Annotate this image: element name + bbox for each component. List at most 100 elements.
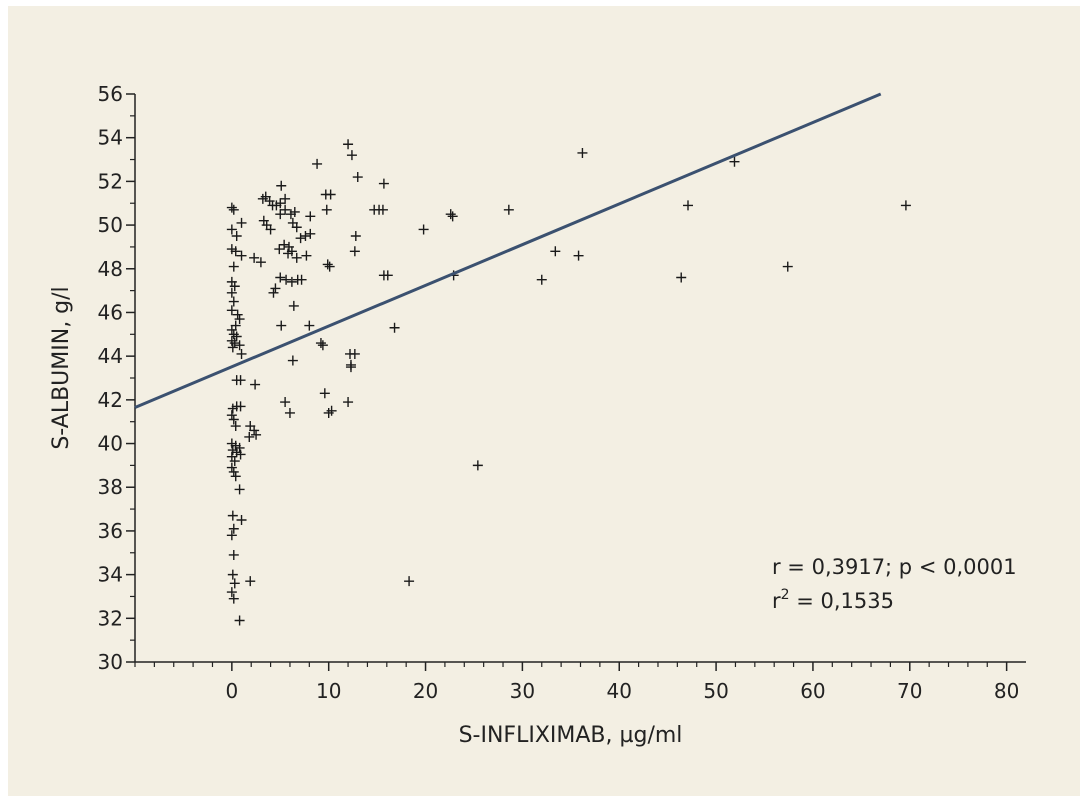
data-point <box>228 414 239 425</box>
data-point <box>234 484 245 495</box>
x-tick-label: 20 <box>413 679 438 703</box>
data-point <box>234 615 245 626</box>
y-tick-label: 56 <box>98 82 123 106</box>
x-tick-label: 40 <box>607 679 632 703</box>
data-point <box>265 224 276 235</box>
data-point <box>279 239 290 250</box>
data-point <box>229 456 240 467</box>
data-point <box>315 338 326 349</box>
correlation-annotation: r = 0,3917; p < 0,0001 <box>772 555 1017 579</box>
data-point <box>235 401 246 412</box>
x-tick-label: 60 <box>800 679 825 703</box>
r-squared-prefix: r <box>772 589 781 613</box>
data-point <box>228 549 239 560</box>
data-point <box>236 348 247 359</box>
data-point <box>251 429 262 440</box>
y-tick-label: 50 <box>98 213 123 237</box>
data-point <box>230 421 241 432</box>
data-point <box>226 462 237 473</box>
data-point <box>226 224 237 235</box>
data-point <box>900 200 911 211</box>
data-point <box>228 296 239 307</box>
x-tick-label: 50 <box>703 679 728 703</box>
x-tick-label: 0 <box>225 679 238 703</box>
data-point <box>270 283 281 294</box>
data-point <box>345 359 356 370</box>
data-point <box>447 211 458 222</box>
data-point <box>280 193 291 204</box>
data-point <box>236 515 247 525</box>
data-point <box>325 189 336 200</box>
y-tick-label: 32 <box>98 606 123 630</box>
data-point <box>291 222 302 233</box>
y-tick-label: 48 <box>98 257 123 281</box>
data-point <box>287 355 298 366</box>
data-point <box>236 250 247 261</box>
data-point <box>229 281 240 292</box>
y-tick-label: 44 <box>98 344 123 368</box>
data-point <box>227 342 238 353</box>
r-squared-annotation: r2 = 0,1535 <box>772 587 894 613</box>
data-point <box>472 460 483 471</box>
data-point <box>236 217 247 228</box>
data-point <box>291 252 302 263</box>
data-point <box>729 156 740 167</box>
data-point <box>349 348 360 359</box>
data-point <box>234 314 245 325</box>
data-point <box>289 206 300 217</box>
data-point <box>276 180 287 191</box>
data-point <box>324 261 335 272</box>
data-point <box>676 272 687 283</box>
data-point <box>304 320 315 331</box>
data-point <box>229 338 240 349</box>
chart-panel: 30 32 34 36 38 40 42 44 46 48 50 52 54 56 0 10 20 30 40 50 6… <box>8 6 1080 796</box>
data-point <box>280 397 291 408</box>
data-point <box>322 259 333 270</box>
y-tick-label: 38 <box>98 475 123 499</box>
data-point <box>231 331 242 342</box>
data-point <box>445 209 456 220</box>
data-point <box>274 244 285 255</box>
x-tick-label: 70 <box>897 679 922 703</box>
data-point <box>296 274 307 285</box>
data-point <box>276 320 287 331</box>
x-tick-label: 80 <box>994 679 1019 703</box>
data-point <box>343 397 354 408</box>
data-point <box>326 405 337 416</box>
y-axis-label: S-ALBUMIN, g/l <box>49 286 74 449</box>
data-point <box>378 178 389 189</box>
data-point <box>377 204 388 215</box>
y-tick-label: 40 <box>98 432 123 456</box>
data-point <box>284 407 295 418</box>
data-point <box>782 261 793 272</box>
data-point <box>352 172 363 183</box>
scatter-chart: 30 32 34 36 38 40 42 44 46 48 50 52 54 56 0 10 20 30 40 50 6… <box>49 82 1026 748</box>
data-point <box>226 324 237 335</box>
data-point <box>573 250 584 261</box>
data-point <box>226 587 237 598</box>
data-point <box>245 576 256 587</box>
data-point <box>268 287 279 298</box>
data-point <box>249 252 260 263</box>
y-tick-label: 54 <box>98 126 123 150</box>
r-squared-value: = 0,1535 <box>790 589 894 613</box>
data-point <box>536 274 547 285</box>
regression-line <box>134 92 882 409</box>
data-point <box>227 569 238 580</box>
data-point <box>286 276 297 287</box>
data-point <box>550 246 561 257</box>
data-point <box>382 270 393 281</box>
y-tick-label: 36 <box>98 519 123 543</box>
data-point <box>343 139 354 150</box>
data-point <box>255 257 266 268</box>
y-tick-label: 42 <box>98 388 123 412</box>
data-point <box>235 375 246 386</box>
data-point <box>577 147 588 158</box>
data-point <box>305 228 316 239</box>
data-point <box>317 340 328 351</box>
r-squared-superscript: 2 <box>781 587 790 603</box>
data-point <box>283 248 294 259</box>
data-point <box>418 224 429 235</box>
data-point <box>503 204 514 215</box>
data-point <box>319 388 330 399</box>
